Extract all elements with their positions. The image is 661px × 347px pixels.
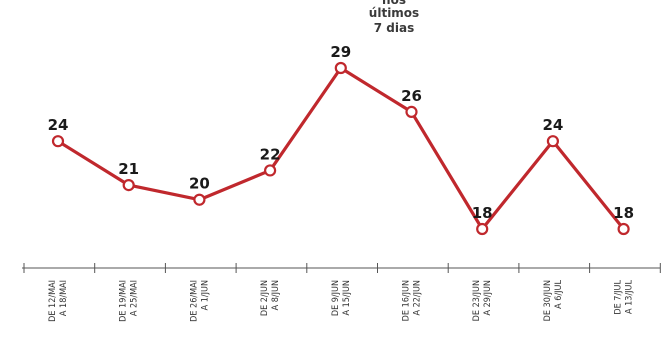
series-line (56, 66, 626, 231)
x-tick-label: DE 7/JUL A 13/JUL (614, 280, 635, 315)
x-tick-label: DE 16/JUN A 22/JUN (402, 280, 423, 321)
x-tick-label: DE 2/JUN A 8/JUN (260, 280, 281, 316)
data-label: 20 (189, 175, 210, 193)
x-tick-label-line: DE 9/JUN (331, 280, 341, 316)
data-point (476, 222, 489, 236)
tick-label-layer: DE 12/MAI A 18/MAI DE 19/MAI A 25/MAI DE 26/… (48, 280, 635, 322)
x-tick-label-line: DE 16/JUN (402, 280, 412, 321)
series-line-layer (56, 66, 626, 231)
x-tick-label-line: DE 2/JUN (260, 280, 270, 316)
x-tick-label-line: DE 30/JUN (543, 280, 553, 321)
data-label: 22 (260, 145, 281, 163)
data-label: 18 (613, 204, 634, 222)
x-tick-label: DE 26/MAI A 1/JUN (189, 280, 210, 322)
data-point (546, 135, 560, 148)
x-tick-label-line: DE 7/JUL (614, 280, 624, 315)
data-point (264, 164, 277, 177)
data-point-layer (51, 61, 630, 236)
x-tick-label-line: A 13/JUL (625, 280, 635, 314)
data-label: 29 (330, 43, 351, 61)
annotation-line-3: 7 dias (373, 21, 415, 35)
data-point (405, 105, 418, 119)
x-tick-label-line: DE 12/MAI (48, 280, 58, 322)
x-axis (22, 263, 661, 273)
x-tick-label-line: A 22/JUN (413, 280, 423, 316)
annotation-line-2: últimos (368, 6, 420, 20)
data-label-layer: 24 21 20 22 29 26 18 24 18 (48, 43, 634, 222)
x-tick-label-line: DE 19/MAI (119, 280, 129, 322)
data-point (617, 222, 630, 236)
data-label: 18 (472, 204, 493, 222)
x-tick-label: DE 30/JUN A 6/JUL (543, 280, 564, 322)
x-tick-label: DE 19/MAI A 25/MAI (119, 280, 140, 322)
x-tick-label-line: DE 26/MAI (189, 280, 199, 322)
x-tick-label-line: A 29/JUN (483, 280, 493, 316)
data-label: 24 (48, 116, 69, 134)
x-tick-label-line: A 6/JUL (554, 280, 564, 309)
x-tick-label: DE 9/JUN A 15/JUN (331, 280, 352, 316)
x-tick-label-line: A 8/JUN (271, 280, 281, 310)
x-tick-label-line: A 1/JUN (200, 280, 210, 310)
data-point (51, 135, 65, 148)
x-tick-label-line: DE 23/JUN (472, 280, 482, 321)
x-tick-label-line: A 18/MAI (59, 280, 69, 316)
data-label: 26 (401, 87, 422, 105)
annotation-line-1: nos (364, 0, 424, 6)
data-point (334, 61, 347, 75)
x-tick-label: DE 23/JUN A 29/JUN (472, 280, 493, 321)
x-tick-label-line: A 15/JUN (342, 280, 352, 316)
data-label: 24 (542, 116, 563, 134)
data-point (193, 193, 206, 206)
x-tick-label-line: A 25/MAI (130, 280, 140, 316)
period-annotation: nos últimos 7 dias (364, 0, 424, 36)
data-point (122, 178, 135, 192)
data-label: 21 (118, 160, 139, 178)
x-tick-label: DE 12/MAI A 18/MAI (48, 280, 69, 322)
